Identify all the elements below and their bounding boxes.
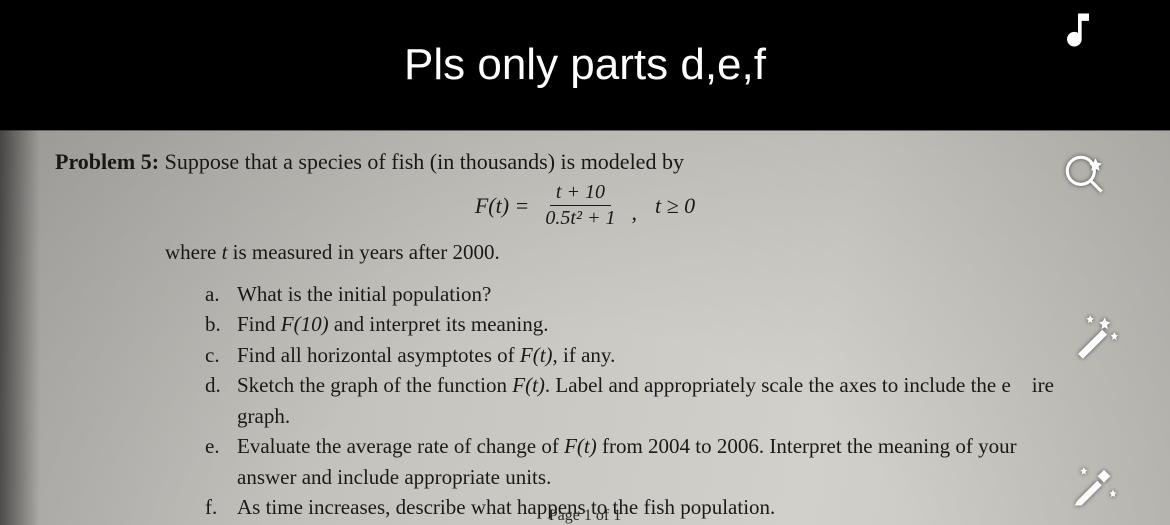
part-letter: b. — [205, 309, 227, 339]
problem-label: Problem 5: — [55, 149, 159, 174]
part-c: c. Find all horizontal asymptotes of F(t… — [205, 340, 1115, 370]
part-text: Find all horizontal asymptotes of F(t), … — [237, 340, 615, 370]
header-title: Pls only parts d,e,f — [404, 40, 766, 90]
music-icon[interactable] — [1056, 8, 1100, 57]
part-e: e. Evaluate the average rate of change o… — [205, 431, 1115, 492]
part-text: As time increases, describe what happens… — [237, 492, 775, 522]
part-letter: c. — [205, 340, 227, 370]
part-f: f. As time increases, describe what happ… — [205, 492, 1115, 522]
sparkle-wand-icon[interactable] — [1066, 308, 1124, 371]
part-letter: f. — [205, 492, 227, 522]
where-rest: is measured in years after 2000. — [227, 240, 499, 264]
formula-denominator: 0.5t² + 1 — [539, 206, 621, 230]
part-d: d. Sketch the graph of the function F(t)… — [205, 370, 1115, 431]
part-a: a. What is the initial population? — [205, 279, 1115, 309]
problem-intro-line: Problem 5: Suppose that a species of fis… — [55, 149, 1115, 175]
part-letter: e. — [205, 431, 227, 492]
formula-comma: , — [631, 200, 637, 226]
where-line: where t is measured in years after 2000. — [165, 240, 1115, 265]
part-text: Find F(10) and interpret its meaning. — [237, 309, 548, 339]
formula-lhs: F(t) = — [475, 193, 530, 219]
parts-list: a. What is the initial population? b. Fi… — [205, 279, 1115, 523]
part-letter: a. — [205, 279, 227, 309]
part-b: b. Find F(10) and interpret its meaning. — [205, 309, 1115, 339]
part-text: Sketch the graph of the function F(t). L… — [237, 370, 1054, 431]
part-text: Evaluate the average rate of change of F… — [237, 431, 1017, 492]
part-text: What is the initial population? — [237, 279, 491, 309]
problem-intro: Suppose that a species of fish (in thous… — [165, 149, 684, 174]
search-star-icon[interactable] — [1060, 150, 1110, 205]
sparkle-brush-icon[interactable] — [1068, 456, 1122, 515]
problem-document: Problem 5: Suppose that a species of fis… — [0, 130, 1170, 525]
page-footer: Page 1 of 1 — [549, 507, 621, 525]
where-prefix: where — [165, 240, 222, 264]
header-region: Pls only parts d,e,f — [0, 0, 1170, 130]
formula-domain: t ≥ 0 — [655, 193, 695, 219]
part-letter: d. — [205, 370, 227, 431]
formula-fraction: t + 10 0.5t² + 1 — [539, 181, 621, 230]
formula: F(t) = t + 10 0.5t² + 1 , t ≥ 0 — [55, 181, 1115, 230]
formula-numerator: t + 10 — [550, 181, 611, 206]
